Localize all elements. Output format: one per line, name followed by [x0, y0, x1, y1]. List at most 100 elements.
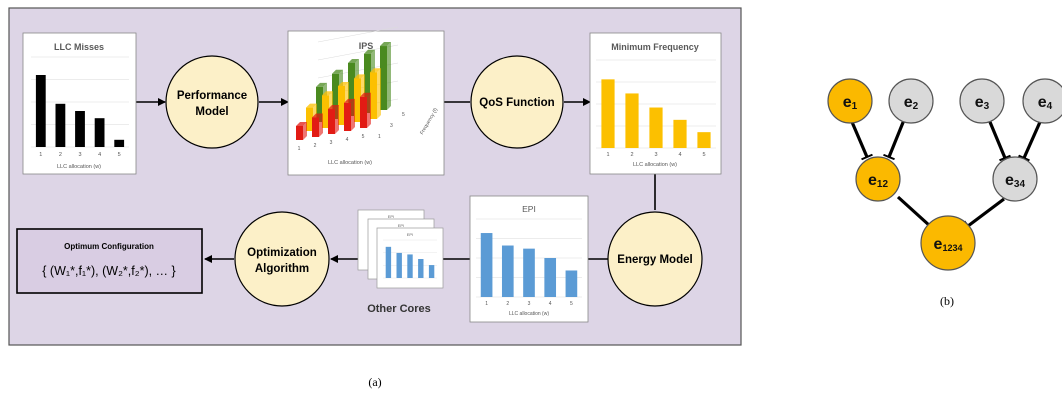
ips-bar-top	[344, 98, 355, 103]
epi-chart: EPI 1 2 3 4 5 LLC allocation (w)	[469, 195, 589, 323]
minimum-frequency-tick-label: 1	[606, 152, 609, 158]
ips-depth-tick-label: 3	[390, 123, 393, 129]
ips-bar-top	[328, 105, 339, 110]
llc-misses-bar-1	[35, 75, 46, 147]
ips-bar-side	[377, 68, 381, 119]
other-cores-label: Other Cores	[367, 303, 431, 315]
ips-bar-4-f3	[354, 78, 361, 122]
minimum-frequency-chart: Minimum Frequency 1 2 3 4 5 LLC allocation (…	[589, 32, 722, 175]
tree-node-e3	[959, 78, 1005, 124]
ips-tick-label: 2	[314, 143, 317, 149]
ips-bar-5-f5	[380, 46, 387, 110]
tree-node-e4	[1022, 78, 1062, 124]
ips-bar-side	[351, 98, 355, 131]
ips-bar-4-f1	[344, 102, 351, 131]
other-cores-stack: EPI EPI EPI Other Cores	[357, 209, 444, 315]
ips-bar-1-f3	[306, 107, 313, 131]
ips-bar-top	[348, 58, 359, 63]
energy-model-circle	[607, 211, 703, 307]
llc-misses-tick-label: 3	[78, 152, 81, 158]
tree-node-label-e34: e34	[1005, 172, 1025, 190]
optimization-algorithm-label-line2: Algorithm	[255, 263, 309, 275]
llc-misses-tick-label: 2	[59, 152, 62, 158]
ips-bar-3-f1	[328, 109, 335, 134]
minimum-frequency-tick-label: 3	[654, 152, 657, 158]
tree-node-label-e12: e12	[868, 172, 888, 190]
minimum-frequency-bar-5	[697, 132, 711, 148]
panel-a-caption: (a)	[368, 375, 381, 389]
minimum-frequency-bar-3	[649, 107, 663, 148]
panel-b-caption: (b)	[940, 294, 954, 308]
ips-bar-top	[338, 82, 349, 86]
ips-depth-tick-label: 5	[402, 112, 405, 118]
tree-nodes: e1 e2 e3 e4 e12 e34 e1234	[827, 78, 1062, 271]
epi-tick-labels: 1 2 3 4 5	[485, 301, 573, 307]
minimum-frequency-xlabel: LLC allocation (w)	[633, 162, 677, 168]
ips-xlabel: LLC allocation (w)	[328, 160, 372, 166]
llc-misses-bar-2	[55, 103, 66, 147]
ips-chart: IPS 1 2 3 4 5 135 LLC allocation (w) Frequenc…	[287, 26, 445, 176]
ips-bar-5-f3	[370, 72, 377, 119]
ips-bar-top	[322, 91, 333, 96]
optimum-configuration-title: Optimum Configuration	[64, 242, 154, 251]
epi-bar-2	[501, 245, 514, 297]
energy-model-label: Energy Model	[617, 254, 692, 266]
ips-bar-top	[370, 68, 381, 73]
epi-bar-5	[565, 270, 578, 297]
ips-bar-4-f5	[364, 53, 371, 113]
edge-e2-e12	[883, 119, 906, 161]
tree-edges	[850, 119, 1042, 232]
minimum-frequency-bar-2	[625, 93, 639, 148]
ips-bar-3-f5	[348, 62, 355, 116]
llc-misses-tick-label: 5	[118, 152, 121, 158]
ips-bar-2-f1	[312, 117, 319, 137]
optimum-configuration-frame	[16, 228, 203, 294]
llc-misses-tick-label: 4	[98, 152, 101, 158]
ips-bar-top	[360, 92, 371, 97]
ips-bar-top	[312, 113, 323, 118]
energy-model-node: Energy Model	[607, 211, 703, 307]
ips-bars	[296, 42, 391, 140]
epi-tick-label: 4	[549, 301, 552, 307]
ips-bar-2-f5	[332, 73, 339, 119]
epi-tick-label: 3	[528, 301, 531, 307]
tree-node-e12	[855, 156, 901, 202]
ips-bar-3-f3	[338, 86, 345, 125]
edge-e12-e1234	[896, 195, 935, 232]
performance-model-node: Performance Model	[165, 55, 259, 149]
ips-bar-top	[354, 74, 365, 79]
qos-function-circle	[470, 55, 564, 149]
ips-depth-tick-label: 1	[378, 134, 381, 140]
epi-title: EPI	[522, 204, 536, 214]
epi-bar-1	[480, 233, 493, 297]
tree-node-label-e1234: e1234	[934, 236, 963, 253]
ips-tick-labels: 1 2 3 4 5 1 3 5	[298, 112, 405, 152]
performance-model-label-line2: Model	[195, 106, 228, 118]
ips-tick-label: 4	[346, 137, 349, 143]
qos-function-label: QoS Function	[479, 97, 554, 109]
optimization-algorithm-node: Optimization Algorithm	[234, 211, 330, 307]
minimum-frequency-tick-label: 5	[702, 152, 705, 158]
ips-bar-top	[380, 42, 391, 47]
mini-epi-bar	[407, 254, 413, 278]
ips-bar-top	[316, 82, 327, 87]
mini-epi-bar	[428, 265, 435, 278]
epi-tick-label: 2	[506, 301, 509, 307]
tree-node-e34	[992, 156, 1038, 202]
optimization-algorithm-circle	[234, 211, 330, 307]
qos-function-node: QoS Function	[470, 55, 564, 149]
edge-e4-e34	[1018, 121, 1042, 162]
minimum-frequency-bars	[601, 79, 711, 148]
tree-node-e2	[888, 78, 934, 124]
llc-misses-tick-labels: 1 2 3 4 5	[39, 152, 120, 158]
minimum-frequency-bar-4	[673, 119, 687, 148]
llc-misses-bar-3	[75, 111, 85, 147]
tree-node-label-e2: e2	[904, 94, 919, 112]
mini-epi-bar	[418, 259, 424, 278]
other-core-card-front-title: EPI	[407, 232, 413, 237]
ips-bar-1-f1	[296, 125, 303, 140]
minimum-frequency-tick-label: 4	[678, 152, 681, 158]
optimization-algorithm-label-line1: Optimization	[247, 247, 317, 259]
epi-bars	[480, 233, 578, 297]
